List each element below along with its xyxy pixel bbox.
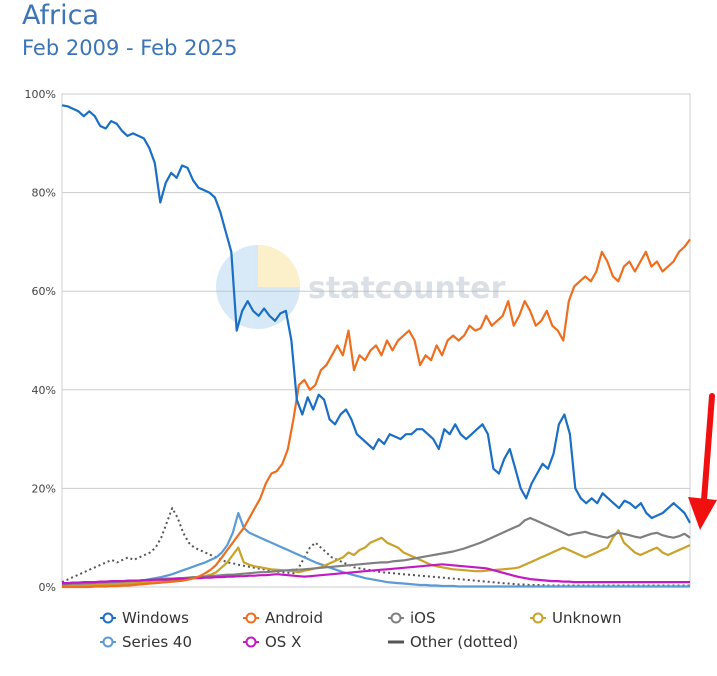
legend-marker-icon [388, 612, 404, 624]
y-tick-label: 0% [39, 581, 56, 594]
annotation-arrow-head [688, 497, 717, 530]
legend-label: Other (dotted) [410, 633, 519, 651]
legend-item-ios[interactable]: iOS [388, 609, 436, 627]
legend-item-windows[interactable]: Windows [100, 609, 189, 627]
annotation-arrow-shaft [701, 393, 715, 503]
watermark-logo-icon [216, 245, 300, 329]
legend-label: Series 40 [122, 633, 192, 651]
series-line-other-dotted [61, 507, 690, 587]
legend-item-unknown[interactable]: Unknown [530, 609, 622, 627]
y-tick-label: 40% [32, 384, 56, 397]
legend-item-series-40[interactable]: Series 40 [100, 633, 192, 651]
y-tick-label: 60% [32, 285, 56, 298]
chart-title: Africa [22, 0, 100, 31]
y-tick-label: 20% [32, 482, 56, 495]
y-tick-label: 80% [32, 187, 56, 200]
legend-item-android[interactable]: Android [243, 609, 323, 627]
y-tick-label: 100% [25, 88, 56, 101]
legend-label: OS X [265, 633, 302, 651]
legend-marker-icon [100, 636, 116, 648]
legend-label: iOS [410, 609, 436, 627]
plot-area [61, 93, 691, 588]
watermark-logo-segment [258, 245, 300, 287]
legend-label: Android [265, 609, 323, 627]
chart-subtitle: Feb 2009 - Feb 2025 [22, 36, 238, 60]
legend-marker-icon [243, 612, 259, 624]
legend-marker-icon [100, 612, 116, 624]
series-line-android [62, 238, 691, 589]
legend-marker-icon [530, 612, 546, 624]
series-line-windows [61, 104, 691, 524]
series-line-os-x [62, 563, 690, 585]
legend-item-os-x[interactable]: OS X [243, 633, 301, 651]
legend-marker-icon [243, 636, 259, 648]
statcounter-watermark: statcounter [216, 245, 506, 329]
legend-label: Windows [122, 609, 189, 627]
watermark-text: statcounter [308, 271, 506, 306]
series-line-series-40 [61, 511, 690, 588]
legend-item-other-dotted[interactable]: Other (dotted) [388, 633, 518, 651]
legend-line-icon [388, 640, 404, 644]
legend-label: Unknown [552, 609, 622, 627]
